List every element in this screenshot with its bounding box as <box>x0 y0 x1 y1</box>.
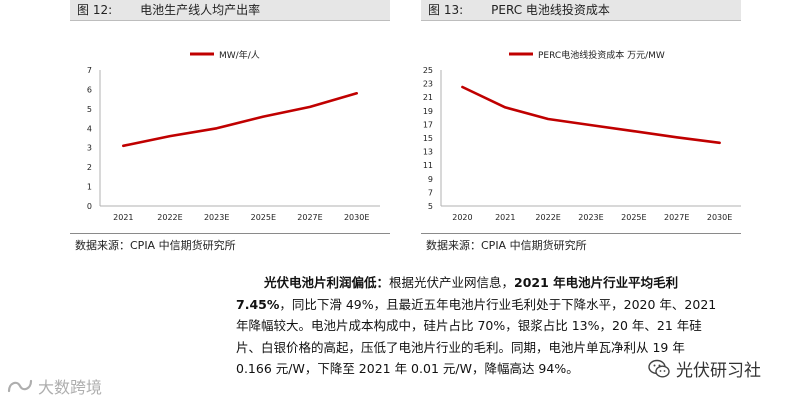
y-tick-label: 0 <box>87 202 92 211</box>
y-tick-label: 15 <box>423 134 433 143</box>
figure-13-source: 数据来源：CPIA 中信期货研究所 <box>426 239 587 252</box>
x-tick-label: 2021 <box>113 213 133 222</box>
y-tick-label: 21 <box>423 93 433 102</box>
y-tick-label: 19 <box>423 107 433 116</box>
x-tick-label: 2030E <box>344 213 369 222</box>
legend-label-1: PERC电池线投资成本 万元/MW <box>538 49 665 61</box>
series-line-1 <box>461 85 721 145</box>
watermark-logo-icon <box>7 379 33 393</box>
paragraph-bold-2: 7.45% <box>236 296 280 312</box>
analysis-paragraph: 光伏电池片利润偏低：根据光伏产业网信息，2021 年电池片行业平均毛利 7.45… <box>236 272 776 380</box>
y-tick-label: 17 <box>423 120 433 129</box>
legend-label-0: MW/年/人 <box>219 49 260 61</box>
paragraph-line-5: 0.166 元/W，下降至 2021 年 0.01 元/W，降幅高达 94%。 <box>236 361 579 376</box>
y-tick-label: 2 <box>87 163 92 172</box>
paragraph-line-3: 年降幅较大。电池片成本构成中，硅片占比 70%，银浆占比 13%，20 年、21… <box>236 318 702 333</box>
chart-output-per-person: MW/年/人 0 1 2 3 4 5 6 7 2021 2022E 2023E 2025E 2027E 20… <box>87 49 380 222</box>
y-tick-label: 3 <box>87 144 92 153</box>
figure-13-number: 图 13: <box>428 3 464 17</box>
paragraph-lead: 光伏电池片利润偏低： <box>264 275 390 290</box>
paragraph-line-1: 光伏电池片利润偏低：根据光伏产业网信息，2021 年电池片行业平均毛利 <box>236 272 776 294</box>
watermark-right: 光伏研习社 <box>648 356 761 381</box>
wechat-icon <box>648 359 670 378</box>
figure-13-header: 图 13: PERC 电池线投资成本 <box>421 0 741 21</box>
figure-13-rule <box>421 233 741 234</box>
x-tick-label: 2022E <box>535 213 560 222</box>
x-tick-label: 2027E <box>297 213 322 222</box>
series-line-0 <box>121 92 359 148</box>
y-tick-label: 7 <box>87 66 92 75</box>
figure-12-title: 电池生产线人均产出率 <box>140 3 261 17</box>
y-tick-label: 5 <box>428 202 433 211</box>
paragraph-line-2: 7.45%，同比下滑 49%，且最近五年电池片行业毛利处于下降水平，2020 年… <box>236 294 776 316</box>
x-tick-label: 2025E <box>251 213 276 222</box>
x-tick-label: 2027E <box>664 213 689 222</box>
paragraph-line-2-rest: ，同比下滑 49%，且最近五年电池片行业毛利处于下降水平，2020 年、2021 <box>279 296 717 312</box>
chart-perc-investment-cost: PERC电池线投资成本 万元/MW 5 7 9 11 13 15 17 19 21 23 25 2020… <box>423 49 741 222</box>
y-tick-label: 6 <box>87 85 92 94</box>
y-tick-label: 7 <box>428 188 433 197</box>
y-tick-label: 5 <box>87 105 92 114</box>
y-tick-label: 25 <box>423 66 433 75</box>
y-tick-label: 1 <box>87 183 92 192</box>
paragraph-text-1: 根据光伏产业网信息， <box>389 275 515 290</box>
figure-12-rule <box>70 233 390 234</box>
x-tick-label: 2021 <box>495 213 515 222</box>
watermark-right-text: 光伏研习社 <box>676 361 761 381</box>
figure-12-header: 图 12: 电池生产线人均产出率 <box>70 0 390 21</box>
y-tick-label: 11 <box>423 161 433 170</box>
x-tick-label: 2023E <box>204 213 229 222</box>
watermark-left: 大数跨境 <box>6 374 102 398</box>
x-tick-label: 2030E <box>707 213 732 222</box>
figure-13-title: PERC 电池线投资成本 <box>491 3 610 17</box>
y-tick-label: 23 <box>423 80 433 89</box>
x-tick-label: 2025E <box>621 213 646 222</box>
x-tick-label: 2022E <box>157 213 182 222</box>
y-tick-label: 13 <box>423 148 433 157</box>
paragraph-line-4: 片、白银价格的高起，压低了电池片行业的毛利。同期，电池片单瓦净利从 19 年 <box>236 339 685 355</box>
x-tick-label: 2020 <box>452 213 472 222</box>
y-tick-label: 4 <box>87 124 92 133</box>
watermark-left-text: 大数跨境 <box>38 378 103 397</box>
y-tick-label: 9 <box>428 175 433 184</box>
figure-12-number: 图 12: <box>77 3 113 17</box>
paragraph-bold-1: 2021 年电池片行业平均毛利 <box>514 275 679 290</box>
x-tick-label: 2023E <box>578 213 603 222</box>
figure-12-source: 数据来源：CPIA 中信期货研究所 <box>75 239 236 252</box>
